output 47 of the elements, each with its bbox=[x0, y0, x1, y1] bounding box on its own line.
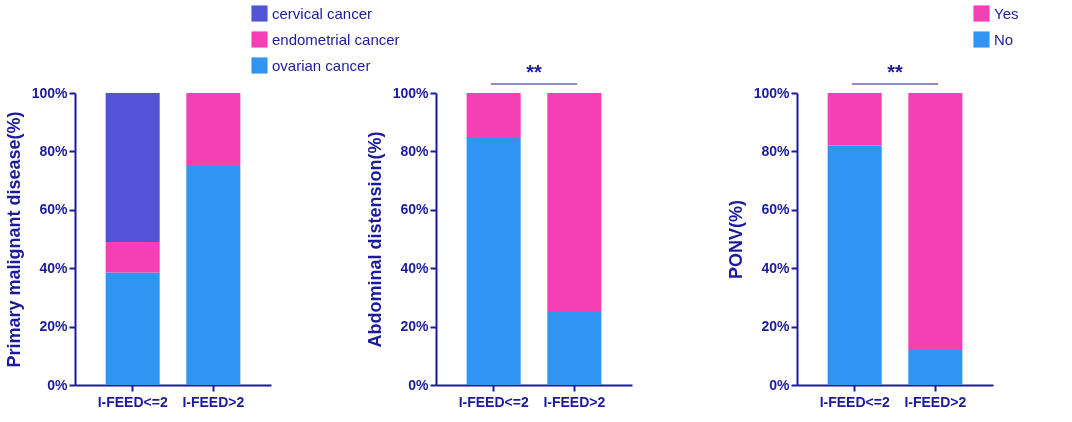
x-tick-label: I-FEED>2 bbox=[904, 393, 967, 410]
text: ** bbox=[887, 61, 903, 83]
legend-label: No bbox=[994, 30, 1014, 48]
x-tick-label: I-FEED>2 bbox=[182, 393, 245, 410]
y-tick-label: 0% bbox=[408, 376, 430, 393]
y-tick-label: 80% bbox=[39, 142, 69, 159]
y-tick-label: 20% bbox=[761, 318, 791, 335]
bar bbox=[186, 93, 241, 166]
bar bbox=[908, 93, 963, 350]
bar bbox=[186, 166, 241, 385]
y-tick-label: 80% bbox=[761, 142, 791, 159]
bar bbox=[547, 93, 602, 312]
x-tick-label: I-FEED<=2 bbox=[819, 393, 890, 410]
bar bbox=[466, 137, 521, 385]
y-tick-label: 60% bbox=[400, 201, 430, 218]
y-tick-label: 40% bbox=[39, 259, 69, 276]
bar bbox=[827, 93, 882, 146]
legend-label: cervical cancer bbox=[272, 4, 373, 22]
bar bbox=[827, 145, 882, 385]
bar bbox=[105, 272, 160, 385]
bar bbox=[547, 312, 602, 385]
bar bbox=[908, 349, 963, 385]
legend-label: ovarian cancer bbox=[272, 56, 371, 74]
legend-label: endometrial cancer bbox=[272, 30, 400, 48]
y-tick-label: 100% bbox=[753, 84, 791, 101]
bar bbox=[466, 93, 521, 138]
bar bbox=[105, 93, 160, 242]
legend-label: Yes bbox=[994, 4, 1019, 22]
y-tick-label: 80% bbox=[400, 142, 430, 159]
y-tick-label: 40% bbox=[761, 259, 791, 276]
y-axis-title: Abdominal distension(%) bbox=[364, 131, 385, 348]
y-tick-label: 0% bbox=[769, 376, 791, 393]
y-tick-label: 40% bbox=[400, 259, 430, 276]
y-tick-label: 100% bbox=[31, 84, 69, 101]
bar bbox=[105, 241, 160, 273]
x-tick-label: I-FEED<=2 bbox=[97, 393, 168, 410]
y-tick-label: 100% bbox=[392, 84, 430, 101]
y-tick-label: 0% bbox=[47, 376, 69, 393]
x-tick-label: I-FEED>2 bbox=[543, 393, 606, 410]
text: ** bbox=[526, 61, 542, 83]
x-tick-label: I-FEED<=2 bbox=[458, 393, 529, 410]
y-axis-title: Primary malignant disease(%) bbox=[3, 111, 24, 368]
y-tick-label: 60% bbox=[39, 201, 69, 218]
y-tick-label: 20% bbox=[400, 318, 430, 335]
y-tick-label: 20% bbox=[39, 318, 69, 335]
y-tick-label: 60% bbox=[761, 201, 791, 218]
y-axis-title: PONV(%) bbox=[725, 199, 746, 280]
